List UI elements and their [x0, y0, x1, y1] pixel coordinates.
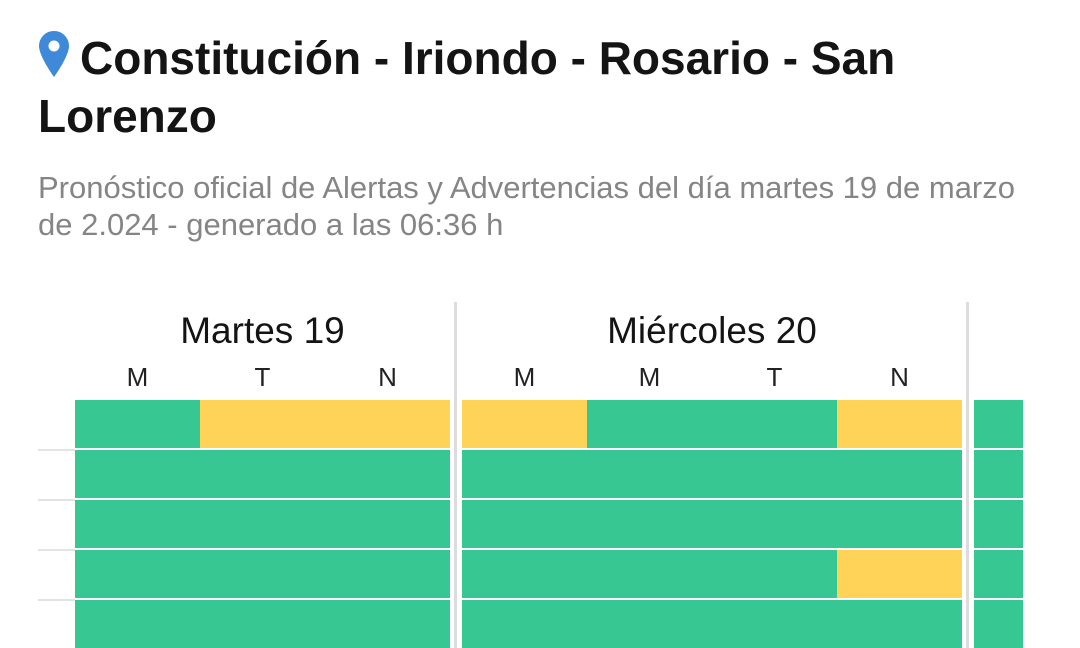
forecast-cell-green [200, 500, 325, 548]
row-divider [38, 599, 75, 601]
forecast-cell-green [462, 500, 587, 548]
row-divider [38, 499, 75, 501]
forecast-cell-green [712, 600, 837, 648]
forecast-cell-green [75, 550, 200, 598]
forecast-cell-green [587, 600, 712, 648]
forecast-cell-green [587, 450, 712, 498]
forecast-cell-yellow [325, 400, 450, 448]
row-divider [38, 449, 75, 451]
forecast-cell-yellow [837, 550, 962, 598]
slot-label: T [254, 362, 271, 392]
forecast-cell-green [712, 550, 837, 598]
day-separator [966, 302, 969, 648]
header: Constitución - Iriondo - Rosario - San L… [38, 30, 1048, 243]
slot-label: N [890, 362, 909, 392]
forecast-cell-green [200, 450, 325, 498]
forecast-cell-green [325, 550, 450, 598]
row-divider [38, 549, 75, 551]
forecast-cell-green [837, 450, 962, 498]
forecast-cell-yellow [200, 400, 325, 448]
forecast-cell-green [974, 400, 1023, 448]
forecast-cell-green [712, 400, 837, 448]
forecast-cell-green [325, 450, 450, 498]
forecast-grid: Martes 19 M T N Miércoles 20 M M T N [0, 300, 1080, 648]
forecast-cell-green [200, 600, 325, 648]
slot-label: M [126, 362, 149, 392]
forecast-cell-green [837, 600, 962, 648]
forecast-cell-green [200, 550, 325, 598]
day-miercoles-20: Miércoles 20 M M T N [462, 300, 962, 648]
page-title: Constitución - Iriondo - Rosario - San L… [38, 30, 1048, 143]
forecast-cell-green [712, 450, 837, 498]
forecast-cell-green [974, 450, 1023, 498]
slot-label: M [513, 362, 536, 392]
forecast-cell-green [462, 450, 587, 498]
forecast-cell-green [974, 550, 1023, 598]
day-next-partial [974, 300, 1023, 648]
forecast-cell-green [587, 400, 712, 448]
forecast-cell-green [75, 600, 200, 648]
forecast-cell-green [75, 400, 200, 448]
forecast-cell-green [587, 550, 712, 598]
forecast-cell-green [712, 500, 837, 548]
forecast-cell-yellow [837, 400, 962, 448]
forecast-cell-green [325, 600, 450, 648]
forecast-cell-green [325, 500, 450, 548]
forecast-cell-green [75, 500, 200, 548]
forecast-cell-green [75, 450, 200, 498]
forecast-cell-yellow [462, 400, 587, 448]
forecast-subtitle: Pronóstico oficial de Alertas y Adverten… [38, 170, 1015, 242]
slot-label: N [378, 362, 397, 392]
day-separator [454, 302, 457, 648]
location-title: Constitución - Iriondo - Rosario - San L… [38, 32, 896, 142]
forecast-cell-green [587, 500, 712, 548]
map-pin-icon [38, 30, 70, 89]
forecast-cell-green [837, 500, 962, 548]
slot-label: M [638, 362, 661, 392]
day-title: Martes 19 [180, 310, 345, 351]
forecast-cell-green [974, 500, 1023, 548]
day-martes-19: Martes 19 M T N [75, 300, 450, 648]
day-title: Miércoles 20 [607, 310, 817, 351]
forecast-cell-green [974, 600, 1023, 648]
forecast-cell-green [462, 550, 587, 598]
slot-label: T [766, 362, 783, 392]
forecast-cell-green [462, 600, 587, 648]
